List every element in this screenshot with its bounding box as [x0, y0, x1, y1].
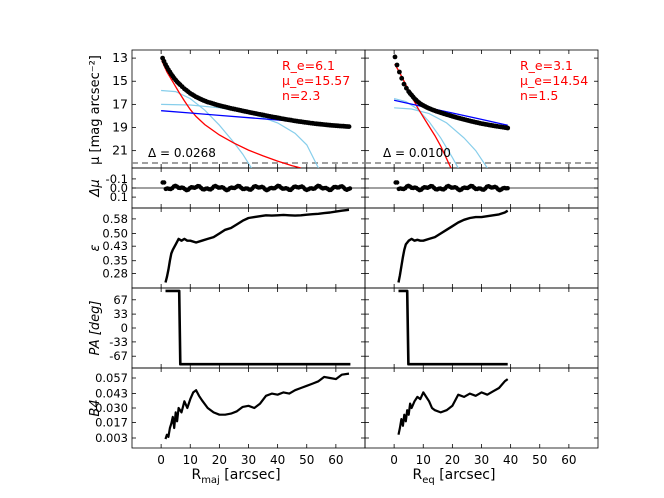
xlabel-right: Req [arcsec]	[413, 467, 496, 486]
left-dmu-series	[132, 180, 365, 193]
left-mu-series	[132, 55, 365, 168]
ytick-label-b4: 0.030	[95, 401, 128, 415]
ylabel-b4: B4	[88, 399, 103, 416]
ylabel-mu: μ [mag arcsec⁻²]	[88, 55, 103, 165]
left-param-n: n=2.3	[282, 88, 320, 103]
right-mu-point	[401, 81, 407, 87]
right-param-re: R_e=3.1	[520, 58, 573, 73]
right-xtick-label: 20	[445, 453, 460, 467]
right-mu-point	[392, 54, 398, 60]
ytick-label-mu: 13	[112, 50, 128, 65]
ytick-label-eps: 0.50	[102, 226, 128, 240]
ylabel-pa: PA [deg]	[88, 301, 103, 356]
left-mu-sersic-model	[161, 60, 302, 168]
left-param-re: R_e=6.1	[282, 58, 335, 73]
right-delta-label: Δ = 0.0100	[383, 146, 451, 160]
ytick-label-pa: 0	[121, 321, 128, 335]
left-dmu-point	[162, 180, 167, 185]
ytick-label-dmu: 0.0	[110, 181, 128, 195]
left-delta-label: Δ = 0.0268	[148, 146, 216, 160]
left-xtick-label: 60	[328, 453, 343, 467]
right-xtick-label: 30	[474, 453, 489, 467]
ytick-label-pa: -33	[109, 335, 128, 349]
right-mu-point	[399, 75, 405, 81]
left-params: R_e=6.1 μ_e=15.57 n=2.3	[282, 58, 350, 103]
ytick-label-mu: 17	[112, 96, 128, 111]
right-eps-line	[397, 209, 509, 283]
ytick-label-mu: 15	[112, 73, 128, 88]
ytick-label-b4: 0.017	[95, 415, 128, 429]
left-pa-panel	[131, 287, 366, 369]
left-xtick-label: 0	[157, 453, 165, 467]
right-mu-point	[394, 62, 400, 68]
right-params: R_e=3.1 μ_e=14.54 n=1.5	[520, 58, 588, 103]
right-mu-disk-model	[393, 99, 508, 126]
ytick-label-eps: 0.43	[102, 239, 128, 253]
right-b4-line	[397, 378, 509, 435]
axis-ticks: 0 10 20 30 40 50 60 13 15 17 19 21 -0.10.00.1 0.280.3…	[95, 50, 598, 467]
ylabel-eps: ε	[88, 244, 103, 251]
ytick-label-mu: 19	[112, 120, 128, 135]
ylabel-dmu: Δμ	[88, 179, 103, 197]
right-mu-component-1	[393, 98, 459, 168]
right-mu-series	[365, 54, 598, 168]
left-eps-line	[164, 208, 350, 283]
ytick-label-b4: 0.003	[95, 431, 128, 445]
xlabel-right-sub: eq	[422, 475, 435, 486]
right-dmu-point	[505, 186, 510, 191]
right-xtick-label: 0	[390, 453, 398, 467]
left-xtick-label: 50	[299, 453, 314, 467]
left-xtick-label: 40	[270, 453, 285, 467]
right-pa-line	[398, 289, 508, 366]
left-mu-component-2	[161, 103, 319, 168]
right-b4-panel	[364, 367, 599, 449]
ytick-label-dmu: -0.1	[106, 172, 128, 186]
ytick-label-pa: 67	[113, 293, 128, 307]
left-b4-line	[164, 372, 350, 440]
right-param-n: n=1.5	[520, 88, 558, 103]
left-dmu-point	[347, 186, 353, 191]
ytick-label-mu: 21	[112, 143, 128, 158]
right-xtick-label: 40	[503, 453, 518, 467]
ytick-label-eps: 0.28	[102, 266, 128, 280]
right-mu-component-2	[394, 107, 488, 168]
right-mu-sersic-model	[394, 63, 452, 168]
right-column	[364, 49, 599, 449]
ytick-label-eps: 0.35	[102, 254, 128, 268]
right-dmu-point	[395, 180, 400, 185]
ytick-label-b4: 0.043	[95, 387, 128, 401]
left-mu-point	[346, 124, 352, 129]
left-mu-component-1	[161, 89, 252, 168]
left-xtick-label: 30	[241, 453, 256, 467]
data-series	[132, 54, 598, 440]
left-param-mue: μ_e=15.57	[282, 73, 350, 88]
ytick-label-pa: 33	[113, 307, 128, 321]
left-xtick-label: 20	[212, 453, 227, 467]
left-column	[131, 49, 366, 449]
ytick-label-pa: -67	[109, 349, 128, 363]
xlabel-left: Rmaj [arcsec]	[191, 467, 280, 486]
ytick-label-dmu: 0.1	[110, 190, 128, 204]
xlabel-right-unit: [arcsec]	[435, 467, 496, 483]
right-mu-point	[404, 85, 409, 91]
right-dmu-series	[365, 180, 598, 193]
left-pa-line	[165, 289, 351, 366]
ytick-label-b4: 0.057	[95, 371, 128, 385]
right-param-mue: μ_e=14.54	[520, 73, 588, 88]
xlabel-right-main: R	[413, 467, 423, 483]
right-pa-panel	[364, 287, 599, 369]
xlabel-left-sub: maj	[201, 475, 220, 486]
right-mu-point	[397, 69, 402, 75]
right-xtick-label: 60	[561, 453, 576, 467]
ytick-label-eps: 0.58	[102, 212, 128, 226]
xlabel-left-unit: [arcsec]	[220, 467, 281, 483]
right-mu-point	[505, 125, 511, 131]
xlabel-left-main: R	[191, 467, 201, 483]
right-xtick-label: 50	[532, 453, 547, 467]
right-xtick-label: 10	[416, 453, 431, 467]
left-xtick-label: 10	[183, 453, 198, 467]
